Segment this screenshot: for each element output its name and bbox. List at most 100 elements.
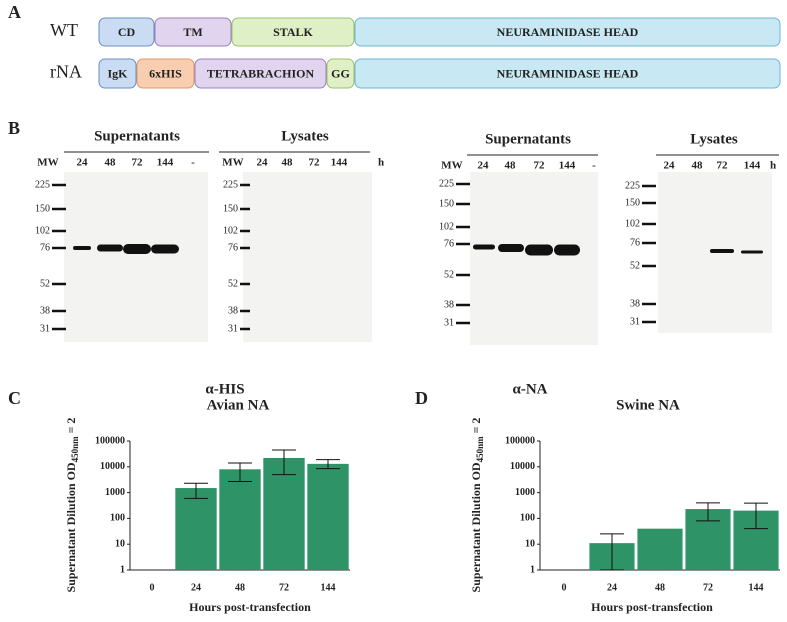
mw-label: 225 [223, 179, 238, 190]
bar [175, 488, 217, 570]
y-tick-label: 1000 [105, 487, 125, 498]
x-tick-label: 48 [235, 582, 245, 593]
lane-label: 72 [309, 157, 321, 169]
mw-label: 31 [630, 316, 640, 327]
blot-image [470, 172, 598, 345]
band [151, 244, 179, 254]
mw-label: 102 [625, 218, 640, 229]
y-tick-label: 100000 [505, 435, 535, 446]
band [741, 250, 763, 254]
mw-label: 38 [228, 305, 238, 316]
mw-header: MW [37, 157, 58, 169]
band [710, 249, 734, 253]
domain-box [354, 17, 781, 47]
antibody-label: α-NA [512, 381, 547, 397]
lane-label: - [191, 157, 195, 169]
mw-label: 150 [223, 203, 238, 214]
lane-label: 24 [77, 157, 89, 169]
lane-label: 72 [534, 160, 546, 172]
mw-header: MW [441, 160, 462, 172]
domain-box [354, 58, 781, 89]
domain-label: GG [331, 66, 350, 80]
y-tick-label: 10 [115, 538, 125, 549]
domain-label: NEURAMINIDASE HEAD [497, 25, 639, 39]
blot-image [64, 172, 208, 342]
y-tick-label: 10000 [510, 461, 535, 472]
lane-label: - [592, 160, 596, 172]
domain-label: NEURAMINIDASE HEAD [497, 66, 639, 80]
domain-box [326, 58, 355, 89]
bar [263, 457, 305, 570]
mw-label: 52 [630, 260, 640, 271]
mw-label: 76 [630, 237, 640, 248]
mw-label: 38 [444, 299, 454, 310]
domain-label: IgK [107, 66, 128, 80]
mw-label: 150 [439, 198, 454, 209]
chart-title: Avian NA [207, 397, 270, 413]
lane-label: 48 [105, 157, 117, 169]
mw-label: 52 [228, 278, 238, 289]
mw-label: 52 [40, 278, 50, 289]
construct-name: rNA [50, 62, 82, 82]
y-tick-label: 1 [530, 564, 535, 575]
lane-label: 144 [157, 157, 174, 169]
blot-image [243, 172, 372, 342]
mw-label: 225 [625, 180, 640, 191]
lane-unit: h [378, 157, 384, 169]
mw-label: 31 [444, 317, 454, 328]
band [498, 244, 524, 252]
x-tick-label: 144 [749, 582, 764, 593]
mw-label: 31 [40, 323, 50, 334]
lane-label: 144 [559, 160, 576, 172]
domain-box [136, 58, 195, 89]
blot-title: Supernatants [485, 131, 571, 147]
mw-header: MW [222, 157, 243, 169]
y-label-text: Supernatant Dilution OD [469, 462, 483, 592]
lane-unit: h [770, 160, 776, 172]
domain-box [154, 17, 232, 47]
lane-label: 24 [257, 157, 269, 169]
domain-box [231, 17, 355, 47]
domain-box [98, 17, 155, 47]
lane-label: 48 [505, 160, 517, 172]
mw-label: 225 [439, 178, 454, 189]
y-label-text: Supernatant Dilution OD [64, 462, 78, 592]
bar [307, 463, 349, 570]
blot-title: Lysates [690, 131, 738, 147]
lane-label: 24 [664, 160, 676, 172]
bar [637, 528, 683, 570]
band [123, 244, 151, 254]
x-tick-label: 72 [703, 582, 713, 593]
x-tick-label: 48 [655, 582, 665, 593]
x-axis-label: Hours post-transfection [189, 600, 311, 614]
band [473, 244, 495, 250]
lane-label: 72 [132, 157, 144, 169]
y-label-end: = 2 [64, 418, 78, 434]
mw-label: 38 [630, 298, 640, 309]
lane-label: 72 [717, 160, 729, 172]
x-tick-label: 24 [607, 582, 617, 593]
domain-label: 6xHIS [149, 66, 182, 80]
domain-label: TETRABRACHION [207, 66, 315, 80]
y-tick-label: 10000 [100, 461, 125, 472]
blot-title: Supernatants [94, 128, 180, 144]
panel-label: D [415, 388, 428, 408]
y-tick-label: 1000 [515, 487, 535, 498]
lane-label: 48 [692, 160, 704, 172]
panel-label: B [8, 118, 20, 138]
mw-label: 76 [444, 238, 454, 249]
mw-label: 225 [35, 179, 50, 190]
domain-box [194, 58, 327, 89]
y-tick-label: 100000 [95, 435, 125, 446]
y-axis-label: Supernatant Dilution OD450nm = 2 [64, 418, 80, 593]
lane-label: 24 [478, 160, 490, 172]
bar [219, 469, 261, 570]
band [97, 244, 123, 252]
domain-label: STALK [273, 25, 313, 39]
construct-name: WT [50, 20, 78, 40]
y-label-sub: 450nm [475, 436, 485, 463]
x-tick-label: 0 [562, 582, 567, 593]
mw-label: 38 [40, 305, 50, 316]
band [554, 244, 580, 256]
